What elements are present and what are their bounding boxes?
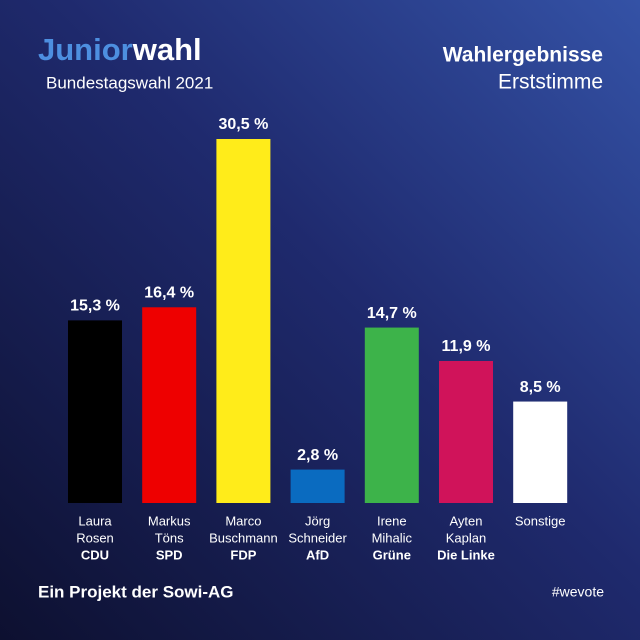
x-tick-label: Markus — [148, 513, 191, 528]
x-tick-label: Marco — [225, 513, 261, 528]
value-label: 15,3 % — [70, 298, 120, 315]
chart-title: Wahlergebnisse — [443, 44, 603, 67]
bar — [513, 401, 568, 503]
bar — [142, 307, 197, 503]
x-tick-label: Ayten — [449, 513, 482, 528]
x-tick-label: Sonstige — [515, 513, 566, 528]
x-tick-label: Laura — [78, 513, 112, 528]
value-label: 30,5 % — [218, 116, 268, 133]
value-label: 16,4 % — [144, 284, 194, 301]
hashtag: #wevote — [552, 584, 604, 600]
x-tick-label: Die Linke — [437, 547, 495, 562]
bar — [68, 320, 122, 503]
x-tick-label: SPD — [156, 547, 183, 562]
x-tick-label: AfD — [306, 547, 329, 562]
x-tick-label: Jörg — [305, 513, 330, 528]
x-tick-label: Schneider — [288, 530, 347, 545]
x-tick-label: CDU — [81, 547, 109, 562]
bar — [290, 469, 345, 503]
value-label: 11,9 % — [442, 338, 491, 355]
x-tick-label: Buschmann — [209, 530, 278, 545]
value-label: 8,5 % — [520, 379, 561, 396]
logo-part: Junior — [38, 32, 133, 67]
x-tick-label: FDP — [230, 547, 256, 562]
logo: Juniorwahl — [38, 32, 202, 67]
x-tick-label: Rosen — [76, 530, 114, 545]
x-tick-label: Kaplan — [446, 530, 486, 545]
x-tick-label: Töns — [155, 530, 184, 545]
x-tick-label: Irene — [377, 513, 407, 528]
x-tick-label: Mihalic — [372, 530, 413, 545]
logo-part: wahl — [132, 32, 202, 67]
bar — [364, 327, 419, 503]
chart-subtitle: Erststimme — [498, 71, 603, 94]
logo-subtitle: Bundestagswahl 2021 — [46, 73, 213, 92]
value-label: 2,8 % — [297, 447, 338, 464]
footer-project: Ein Projekt der Sowi-AG — [38, 582, 234, 601]
x-tick-label: Grüne — [373, 547, 411, 562]
value-label: 14,7 % — [367, 305, 417, 322]
bar — [439, 360, 493, 503]
bar — [216, 139, 271, 503]
